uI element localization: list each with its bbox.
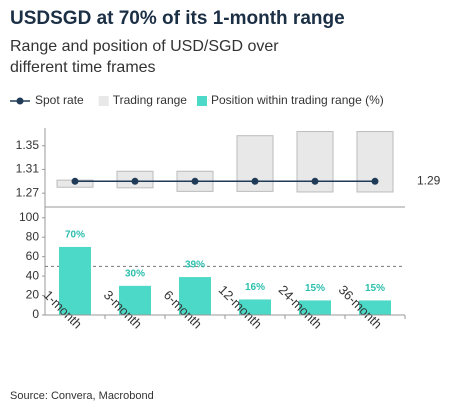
- legend-label: Trading range: [113, 93, 188, 107]
- subtitle: Range and position of USD/SGD over diffe…: [10, 38, 279, 76]
- spot-dot: [191, 177, 199, 185]
- bar: [359, 300, 391, 315]
- title: USDSGD at 70% of its 1-month range: [10, 8, 345, 29]
- spot-dot: [251, 177, 259, 185]
- y-tick-label: 1.35: [16, 138, 40, 152]
- source: Source: Convera, Macrobond: [10, 390, 154, 402]
- end-label: 1.29: [417, 173, 441, 187]
- value-label: 70%: [65, 230, 85, 241]
- bar: [59, 246, 91, 315]
- legend-label: Spot rate: [35, 93, 84, 107]
- y-tick-label: 40: [26, 268, 40, 282]
- spot-dot: [311, 177, 319, 185]
- y-tick-label: 100: [19, 210, 39, 224]
- value-label: 15%: [305, 283, 325, 294]
- legend-swatch: [98, 96, 109, 106]
- bar: [179, 277, 211, 315]
- y-tick-label: 1.31: [16, 162, 40, 176]
- bar: [299, 300, 331, 315]
- legend-label: Position within trading range (%): [211, 93, 384, 107]
- value-label: 15%: [365, 283, 385, 294]
- y-tick-label: 20: [26, 288, 40, 302]
- y-tick-label: 1.27: [16, 185, 40, 199]
- spot-dot: [371, 177, 379, 185]
- bar: [119, 285, 151, 315]
- spot-dot: [131, 177, 139, 185]
- value-label: 39%: [185, 260, 205, 271]
- y-tick-label: 0: [32, 307, 39, 321]
- legend-swatch: [196, 96, 207, 106]
- value-label: 16%: [245, 282, 265, 293]
- legend-dot: [16, 97, 24, 105]
- value-label: 30%: [125, 268, 145, 279]
- bar: [239, 299, 271, 315]
- y-tick-label: 60: [26, 249, 40, 263]
- y-tick-label: 80: [26, 229, 40, 243]
- spot-dot: [71, 177, 79, 185]
